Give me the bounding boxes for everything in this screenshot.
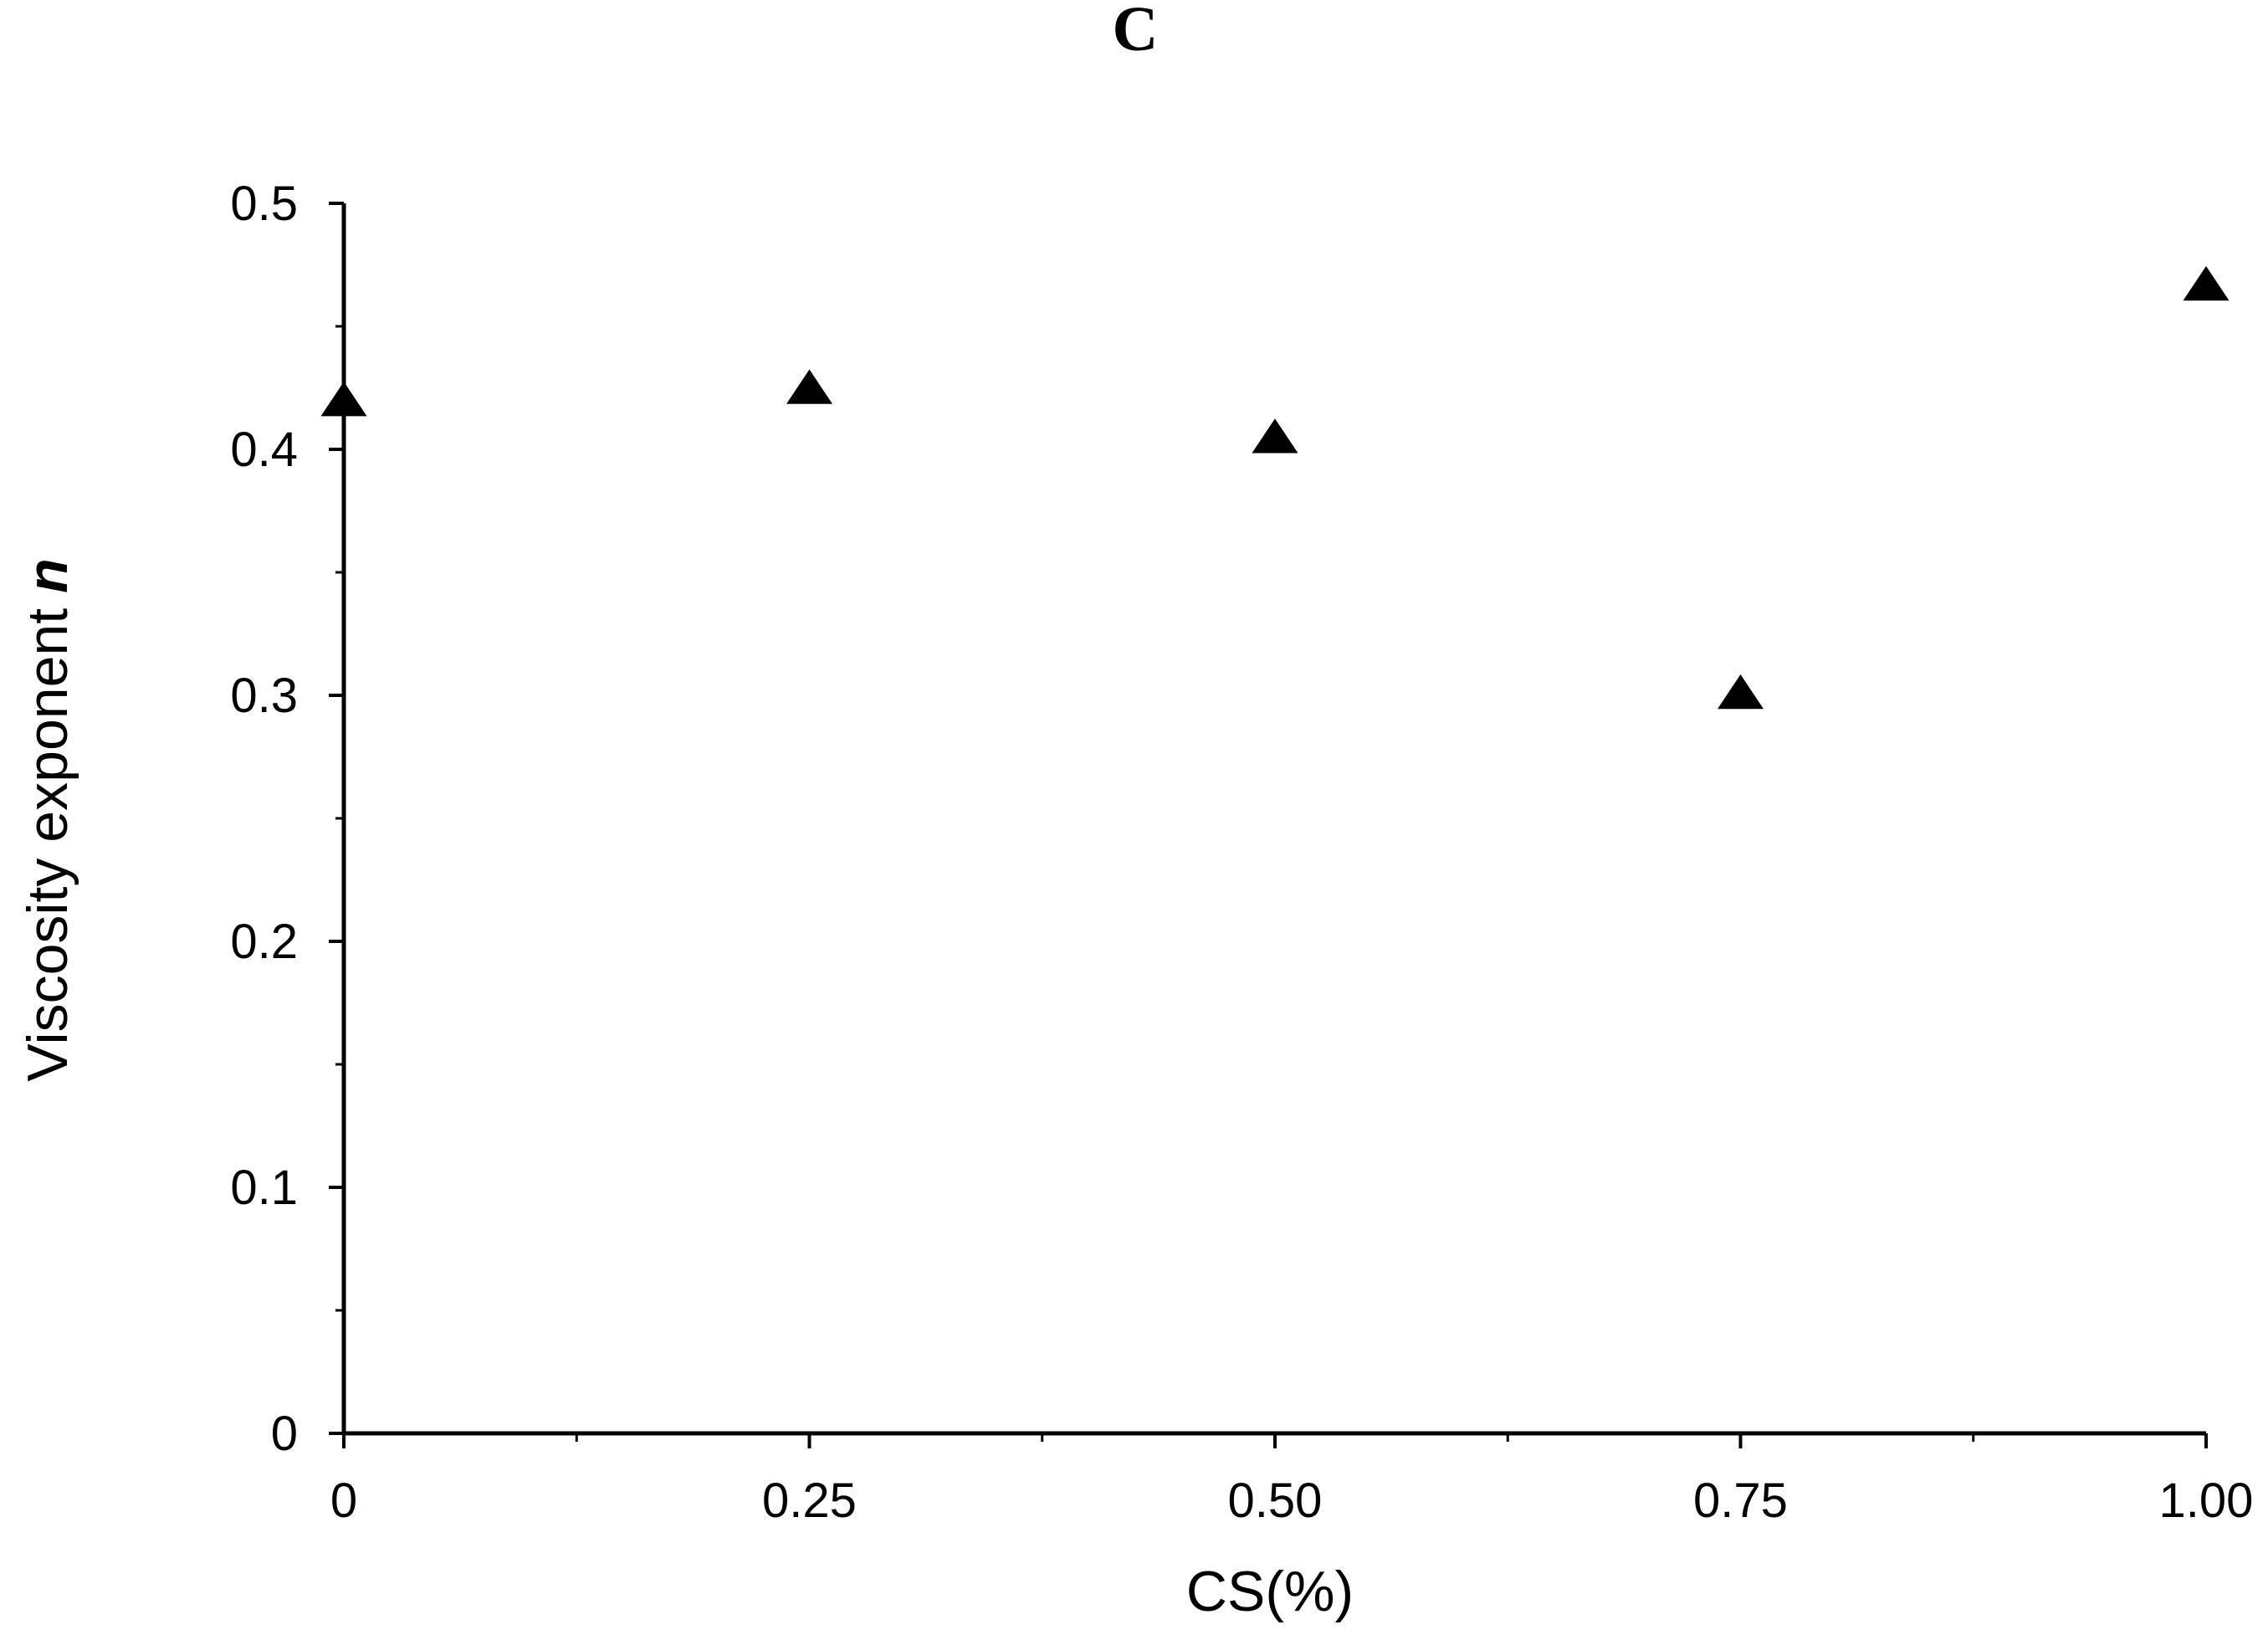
panel-label: C bbox=[1113, 0, 1159, 64]
y-tick-label: 0.3 bbox=[230, 669, 298, 723]
data-point-triangle bbox=[1718, 674, 1764, 710]
y-axis-ticks: 0 0.1 0.2 0.3 0.4 0.5 bbox=[230, 177, 344, 1461]
y-tick-label: 0.1 bbox=[230, 1161, 298, 1215]
data-point-triangle bbox=[2183, 265, 2230, 301]
x-axis-ticks: 0 0.25 0.50 0.75 1.00 bbox=[330, 1433, 2254, 1528]
data-point-triangle bbox=[320, 382, 367, 417]
y-tick-label: 0.2 bbox=[230, 915, 298, 969]
y-axis-title-symbol: n bbox=[16, 558, 79, 593]
y-axis-title-text: Viscosity exponent bbox=[16, 608, 79, 1082]
x-axis-title: CS(%) bbox=[1186, 1560, 1354, 1623]
x-tick-label: 0 bbox=[330, 1474, 357, 1528]
y-tick-label: 0 bbox=[271, 1407, 298, 1461]
x-tick-label: 0.25 bbox=[762, 1474, 857, 1528]
data-point-triangle bbox=[1252, 418, 1298, 454]
x-tick-label: 0.50 bbox=[1228, 1474, 1323, 1528]
y-tick-label: 0.5 bbox=[230, 177, 298, 231]
y-axis-title: Viscosity exponent n bbox=[16, 558, 79, 1081]
x-tick-label: 1.00 bbox=[2159, 1474, 2254, 1528]
axes bbox=[341, 203, 2206, 1436]
y-tick-label: 0.4 bbox=[230, 423, 298, 477]
data-point-triangle bbox=[786, 369, 832, 404]
x-tick-label: 0.75 bbox=[1693, 1474, 1788, 1528]
data-points bbox=[320, 265, 2230, 710]
